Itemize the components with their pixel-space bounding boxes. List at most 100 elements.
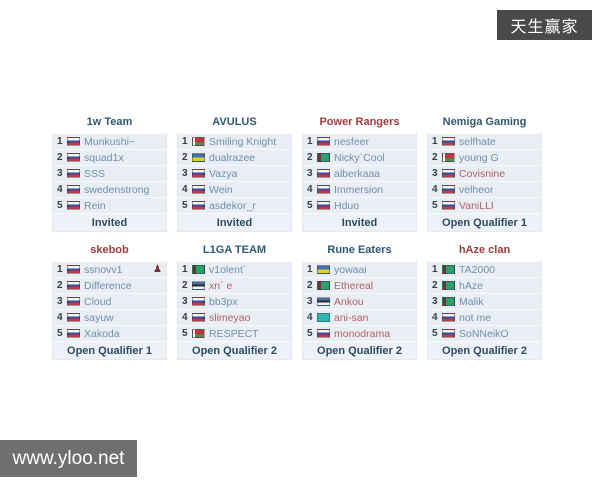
player-name[interactable]: Malik (459, 295, 484, 308)
flag-russia-icon (67, 201, 80, 210)
player-name[interactable]: Ethereal (334, 279, 374, 292)
player-row: 4 velheor (428, 181, 541, 197)
player-name[interactable]: young G (459, 151, 499, 164)
player-row: 2 Difference (53, 277, 166, 293)
player-row: 4 slimeyao (178, 309, 291, 325)
player-row: 5 Hduo (303, 197, 416, 213)
player-name[interactable]: Covisnine (459, 167, 506, 180)
team-name[interactable]: AVULUS (212, 116, 257, 128)
player-name[interactable]: Immersion (334, 183, 384, 196)
player-row: 2 Ethereal (303, 277, 416, 293)
flag-russia-icon (442, 137, 455, 146)
player-rank: 2 (57, 152, 63, 163)
player-row: 4 sayuw (53, 309, 166, 325)
player-name[interactable]: alberkaaa (334, 167, 381, 180)
flag-kazakhstan-icon (317, 313, 330, 322)
player-name[interactable]: bb3px (209, 295, 238, 308)
player-rank: 1 (182, 264, 188, 275)
player-row: 5 SoNNeikO (428, 325, 541, 341)
player-row: 1 ssnovv1 ♟ (53, 261, 166, 277)
player-row: 3 Vazya (178, 165, 291, 181)
team-roster: 1 v1olent` 2 xn` e 3 bb3px 4 slimeyao 5 RESPECT Op… (177, 261, 292, 360)
flag-russia-icon (67, 185, 80, 194)
player-name[interactable]: swedenstrong (84, 183, 150, 196)
player-row: 2 squad1x (53, 149, 166, 165)
flag-russia-icon (317, 185, 330, 194)
player-rank: 4 (432, 184, 438, 195)
player-name[interactable]: Cloud (84, 295, 112, 308)
team-qualification-status: Open Qualifier 2 (428, 341, 541, 359)
teams-grid: 1w Team 1 Munkushi~ 2 squad1x 3 SSS 4 swedenstr… (52, 116, 542, 360)
flag-russia-icon (67, 281, 80, 290)
flag-russia-icon (192, 185, 205, 194)
player-name[interactable]: dualrazee (209, 151, 256, 164)
team-name[interactable]: 1w Team (86, 116, 133, 128)
team-name[interactable]: Nemiga Gaming (442, 116, 527, 128)
flag-russia-icon (67, 153, 80, 162)
team-card: L1GA TEAM 1 v1olent` 2 xn` e 3 bb3px 4 slimeyao… (177, 244, 292, 360)
player-name[interactable]: SSS (84, 167, 106, 180)
team-name[interactable]: Rune Eaters (327, 244, 392, 256)
player-name[interactable]: not me (459, 311, 492, 324)
flag-belarus-icon (192, 137, 205, 146)
team-name[interactable]: L1GA TEAM (202, 244, 267, 256)
player-name[interactable]: VaniLLI (459, 199, 494, 212)
player-name[interactable]: nesfeer (334, 135, 370, 148)
player-rank: 3 (182, 296, 188, 307)
player-name[interactable]: sayuw (84, 311, 114, 324)
team-qualification-status: Invited (53, 213, 166, 231)
player-name[interactable]: RESPECT (209, 327, 259, 340)
player-name[interactable]: ssnovv1 (84, 263, 123, 276)
player-name[interactable]: SoNNeikO (459, 327, 509, 340)
player-name[interactable]: v1olent` (209, 263, 247, 276)
player-name[interactable]: slimeyao (209, 311, 251, 324)
player-name[interactable]: Xakoda (84, 327, 120, 340)
player-name[interactable]: Hduo (334, 199, 360, 212)
player-row: 1 selfhate (428, 133, 541, 149)
team-qualification-status: Open Qualifier 2 (303, 341, 416, 359)
team-roster: 1 ssnovv1 ♟ 2 Difference 3 Cloud 4 sayuw 5 Xakoda O… (52, 261, 167, 360)
player-name[interactable]: Wein (209, 183, 233, 196)
player-row: 1 TA2000 (428, 261, 541, 277)
player-name[interactable]: selfhate (459, 135, 496, 148)
player-name[interactable]: yowaai (334, 263, 367, 276)
player-name[interactable]: ani-san (334, 311, 369, 324)
player-name[interactable]: velheor (459, 183, 494, 196)
player-rank: 4 (432, 312, 438, 323)
team-name[interactable]: Power Rangers (319, 116, 400, 128)
player-name[interactable]: Nicky`Cool (334, 151, 385, 164)
team-roster: 1 Smiling Knight 2 dualrazee 3 Vazya 4 Wein 5 asd… (177, 133, 292, 232)
player-row: 4 swedenstrong (53, 181, 166, 197)
flag-russia-icon (192, 169, 205, 178)
flag-russia-icon (317, 201, 330, 210)
player-row: 1 Smiling Knight (178, 133, 291, 149)
flag-russia-icon (67, 265, 80, 274)
player-name[interactable]: xn` e (209, 279, 233, 292)
player-name[interactable]: Munkushi~ (84, 135, 136, 148)
player-name[interactable]: squad1x (84, 151, 124, 164)
player-rank: 5 (432, 328, 438, 339)
player-rank: 2 (432, 280, 438, 291)
player-name[interactable]: monodrama (334, 327, 391, 340)
player-rank: 1 (307, 264, 313, 275)
flag-russia-icon (317, 329, 330, 338)
player-name[interactable]: Smiling Knight (209, 135, 277, 148)
captain-icon: ♟ (153, 263, 162, 275)
flag-russia-icon (317, 169, 330, 178)
watermark-site-url: www.yloo.net (0, 440, 137, 477)
player-name[interactable]: Vazya (209, 167, 238, 180)
player-name[interactable]: asdekor_r (209, 199, 256, 212)
player-name[interactable]: TA2000 (459, 263, 495, 276)
team-name[interactable]: skebob (90, 244, 129, 256)
player-name[interactable]: Difference (84, 279, 132, 292)
player-name[interactable]: hAze (459, 279, 483, 292)
player-rank: 1 (182, 136, 188, 147)
player-rank: 5 (57, 328, 63, 339)
flag-russia-icon (67, 169, 80, 178)
flag-turkmenistan-icon (317, 153, 330, 162)
player-name[interactable]: Ankou (334, 295, 364, 308)
team-card: Rune Eaters 1 yowaai 2 Ethereal 3 Ankou 4 ani-s… (302, 244, 417, 360)
team-name[interactable]: hAze clan (458, 244, 511, 256)
player-name[interactable]: Rein (84, 199, 106, 212)
player-row: 3 alberkaaa (303, 165, 416, 181)
